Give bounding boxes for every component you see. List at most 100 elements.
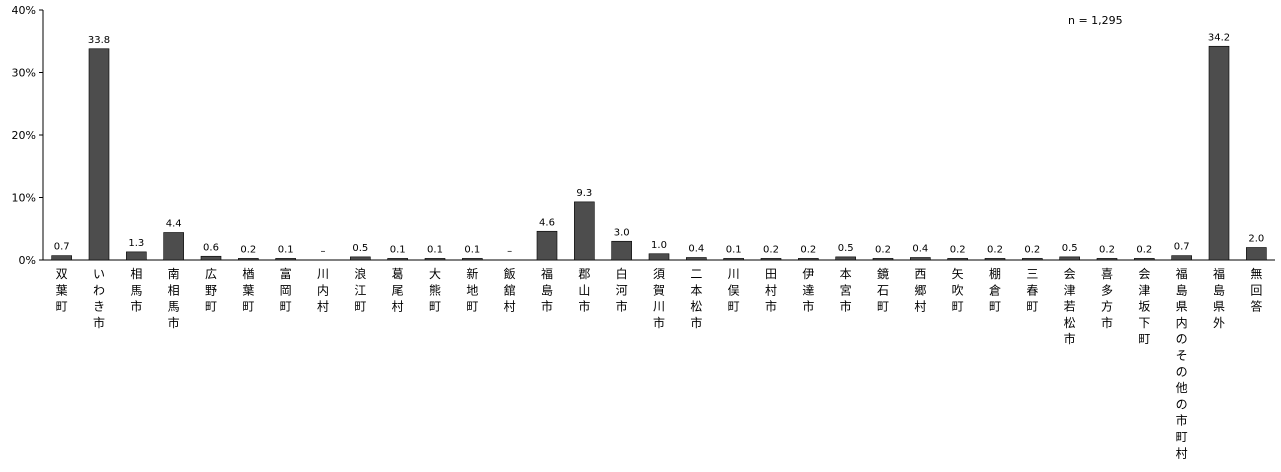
category-label-char: 尾 (392, 283, 404, 297)
y-tick-label: 30% (12, 67, 36, 80)
category-label-char: 葉 (242, 283, 254, 297)
category-label-char: 喜 (1101, 267, 1113, 281)
bar (686, 257, 707, 261)
category-label-char: 市 (616, 299, 628, 314)
y-tick-label: 0% (19, 254, 36, 267)
bar (611, 240, 632, 261)
category-label-char: 楢 (242, 266, 254, 281)
category-label-char: わ (93, 283, 105, 297)
category-label-char: 市 (1176, 413, 1188, 428)
category-label-char: 町 (877, 300, 889, 314)
category-label-char: 市 (578, 299, 590, 314)
category-label-char: 内 (1176, 316, 1188, 330)
sample-size-note: n = 1,295 (1068, 14, 1123, 27)
category-label-char: 島 (541, 282, 553, 297)
value-label: 0.2 (240, 244, 256, 255)
category-label-char: 市 (690, 315, 702, 330)
category-label-char: 松 (1064, 316, 1076, 330)
category-label-char: 町 (466, 300, 478, 314)
value-label: 1.0 (651, 240, 667, 251)
value-label: 0.2 (950, 244, 966, 255)
category-label-char: 町 (1176, 430, 1188, 444)
category-label-char: の (1176, 397, 1188, 411)
category-label-char: 大 (429, 267, 441, 281)
category-label-char: 会 (1064, 267, 1076, 281)
category-label-char: 達 (802, 283, 814, 297)
category-label-char: 郡 (578, 267, 590, 281)
bar (1059, 256, 1080, 261)
value-label: 0.4 (688, 244, 704, 255)
bar (238, 258, 259, 261)
bar (1171, 255, 1192, 261)
value-label: 0.1 (464, 244, 480, 255)
bar (1246, 247, 1267, 261)
value-label: 1.3 (128, 238, 144, 249)
value-label: 0.7 (54, 242, 70, 253)
category-label-char: 他 (1176, 381, 1188, 395)
value-label: 0.5 (838, 243, 854, 254)
category-label-char: 方 (1101, 299, 1113, 314)
category-label-char: 村 (1176, 446, 1188, 460)
category-label-char: 市 (541, 299, 553, 314)
bar (424, 258, 446, 261)
bar (462, 258, 483, 261)
bar (910, 257, 931, 261)
bar (387, 258, 408, 261)
bar (760, 258, 782, 261)
category-label-char: 福 (541, 266, 553, 281)
category-label-char: 島 (1176, 282, 1188, 297)
y-axis-ticks: 0% 10% 20% 30% 40% (12, 4, 43, 267)
value-label: 0.1 (427, 244, 443, 255)
bar (648, 253, 670, 261)
chart-axes (42, 10, 1275, 261)
category-label-char: 野 (205, 283, 217, 297)
value-label: 0.2 (800, 244, 816, 255)
value-label: 0.5 (352, 243, 368, 254)
category-label-char: 町 (989, 300, 1001, 314)
category-label-char: い (93, 267, 105, 281)
category-label-char: 宮 (840, 282, 852, 297)
bar (163, 232, 184, 261)
category-label-char: 三 (1026, 267, 1038, 281)
category-label-char: 村 (317, 300, 329, 314)
category-label-char: 県 (1176, 300, 1188, 314)
value-labels: 0.7 33.8 1.3 4.4 0.6 0.2 0.1 – 0.5 0.1 0.1 0.1 – 4.6 9… (54, 32, 1265, 257)
category-label-char: 市 (130, 299, 142, 314)
category-label-char: 多 (1101, 283, 1113, 297)
value-label: 0.7 (1174, 242, 1190, 253)
category-label-char: 津 (1064, 283, 1076, 297)
category-label-char: 南 (168, 266, 180, 281)
category-label-char: 江 (354, 283, 366, 297)
value-label: – (321, 246, 326, 257)
category-label-char: 馬 (130, 283, 142, 297)
bar (984, 258, 1006, 261)
category-label-char: 白 (616, 266, 628, 281)
value-label: 0.2 (1024, 244, 1040, 255)
category-label-char: 村 (392, 300, 404, 314)
value-label: 0.2 (987, 244, 1003, 255)
value-label: 0.5 (1062, 243, 1078, 254)
category-label-char: 町 (205, 300, 217, 314)
category-label-char: 町 (354, 300, 366, 314)
value-label: 0.2 (1136, 244, 1152, 255)
category-label-char: 市 (1064, 331, 1076, 346)
bar (51, 255, 72, 261)
category-label-char: 町 (242, 300, 254, 314)
category-label-char: 相 (168, 283, 180, 297)
value-label: 0.2 (1099, 244, 1115, 255)
value-label: 0.1 (390, 244, 406, 255)
value-label: – (507, 246, 512, 257)
category-label-char: 県 (1213, 300, 1225, 314)
category-label-char: 浪 (354, 266, 366, 281)
category-label-char: 本 (690, 283, 702, 297)
category-label-char: 矢 (952, 267, 964, 281)
bar (835, 256, 856, 261)
value-label: 2.0 (1248, 234, 1264, 245)
bar (1096, 258, 1118, 261)
category-label-char: 町 (952, 300, 964, 314)
bar (947, 258, 968, 261)
value-label: 33.8 (88, 35, 110, 46)
category-label-char: 伊 (802, 267, 814, 281)
category-label-char: 無 (1250, 266, 1262, 281)
